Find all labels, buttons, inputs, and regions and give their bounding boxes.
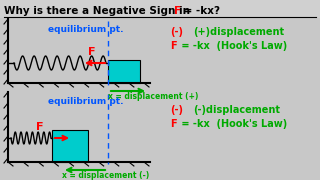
Text: x = displacement (-): x = displacement (-) bbox=[62, 171, 149, 180]
Text: equilibrium pt.: equilibrium pt. bbox=[48, 98, 124, 107]
Text: (-): (-) bbox=[170, 27, 183, 37]
Text: x = displacement (+): x = displacement (+) bbox=[108, 92, 198, 101]
Text: (-): (-) bbox=[170, 105, 183, 115]
Text: F: F bbox=[170, 41, 177, 51]
Text: = -kx  (Hook's Law): = -kx (Hook's Law) bbox=[178, 41, 287, 51]
Text: (+)displacement: (+)displacement bbox=[193, 27, 284, 37]
Text: Why is there a Negative Sign in: Why is there a Negative Sign in bbox=[4, 6, 194, 16]
Text: F: F bbox=[174, 6, 181, 16]
FancyBboxPatch shape bbox=[52, 130, 88, 162]
Text: F: F bbox=[88, 47, 96, 57]
FancyBboxPatch shape bbox=[108, 60, 140, 83]
Text: F: F bbox=[170, 119, 177, 129]
FancyBboxPatch shape bbox=[0, 0, 320, 18]
Text: F: F bbox=[36, 122, 44, 132]
Text: = -kx?: = -kx? bbox=[180, 6, 220, 16]
Text: (-)displacement: (-)displacement bbox=[193, 105, 280, 115]
Text: = -kx  (Hook's Law): = -kx (Hook's Law) bbox=[178, 119, 287, 129]
Text: equilibrium pt.: equilibrium pt. bbox=[48, 24, 124, 33]
